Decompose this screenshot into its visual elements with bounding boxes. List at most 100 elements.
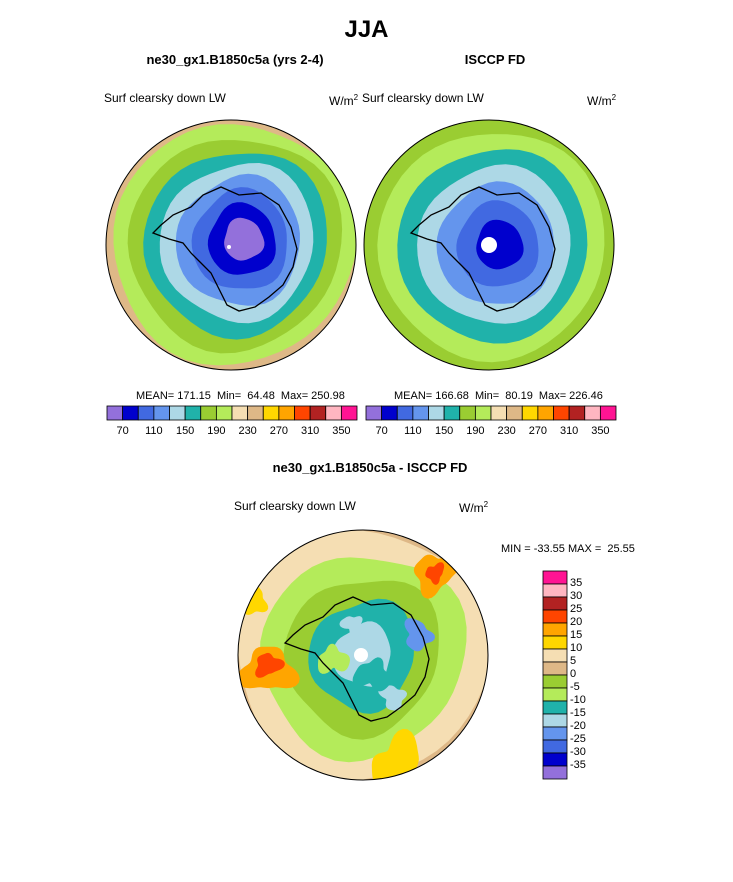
panel-2-polar-map — [363, 119, 615, 371]
colorbar-cell-3 — [412, 405, 429, 421]
panel-1-polar-map — [105, 119, 357, 371]
colorbar-cell-0 — [106, 405, 124, 421]
panel-3-polar-map — [237, 529, 489, 781]
colorbar-tick-label: 350 — [332, 425, 351, 437]
colorbar-cell-3 — [542, 609, 568, 624]
panel-2-variable-label: Surf clearsky down LW — [362, 91, 484, 105]
panel-3-variable-label: Surf clearsky down LW — [234, 499, 356, 513]
colorbar-label: 0 — [570, 668, 577, 680]
colorbar-cell-0 — [365, 405, 383, 421]
colorbar-label: -30 — [570, 746, 586, 758]
anomaly-patch — [404, 618, 435, 652]
colorbar-cell-4 — [428, 405, 445, 421]
colorbar-cell-5 — [184, 405, 202, 421]
colorbar-cell-11 — [542, 713, 568, 728]
figure-title: JJA — [344, 16, 389, 43]
colorbar-tick-label: 350 — [591, 425, 610, 437]
panel-3-min-max: MIN = -33.55 MAX = 25.55 — [501, 543, 635, 555]
map-border — [105, 119, 357, 371]
contour-band-7 — [476, 219, 524, 270]
colorbar-cell-14 — [325, 405, 342, 421]
panel-3-colorbar-labels: 35 30 25 20 15 10 5 0 -5 -10 -15 -20 -25 -30 -35 — [570, 571, 610, 779]
antarctic-coastline — [151, 186, 298, 312]
colorbar-cell-7 — [215, 405, 233, 421]
panel-3-colorbar — [542, 570, 568, 780]
anomaly-patch — [255, 652, 285, 678]
colorbar-cell-11 — [278, 405, 295, 421]
colorbar-cell-6 — [459, 405, 476, 421]
colorbar-cell-12 — [542, 726, 568, 741]
colorbar-label: -10 — [570, 694, 586, 706]
colorbar-label: -5 — [570, 681, 580, 693]
colorbar-cell-12 — [294, 405, 311, 421]
colorbar-tick-label: 270 — [528, 425, 548, 437]
south-pole-marker — [481, 237, 497, 253]
south-pole-marker — [354, 648, 368, 662]
colorbar-cell-8 — [231, 405, 249, 421]
colorbar-tick-label: 270 — [269, 425, 289, 437]
colorbar-cell-3 — [153, 405, 170, 421]
colorbar-cell-8 — [542, 674, 568, 689]
colorbar-cell-10 — [262, 405, 280, 421]
panel-1-units: W/m2 — [329, 93, 359, 108]
colorbar-tick-label: 150 — [175, 425, 195, 437]
colorbar-label: 5 — [570, 655, 577, 667]
colorbar-tick-label: 190 — [466, 425, 485, 437]
panel-1-title: ne30_gx1.B1850c5a (yrs 2-4) — [146, 52, 324, 67]
anomaly-patch — [339, 616, 363, 637]
colorbar-label: -35 — [570, 759, 586, 771]
colorbar-cell-5 — [443, 405, 461, 421]
panel-2-stats: MEAN= 166.68 Min= 80.19 Max= 226.46 — [394, 390, 603, 402]
colorbar-cell-6 — [542, 648, 568, 663]
colorbar-tick-label: 310 — [300, 425, 320, 437]
colorbar-cell-8 — [490, 405, 508, 421]
panel-3-title: ne30_gx1.B1850c5a - ISCCP FD — [272, 460, 468, 475]
colorbar-cell-1 — [542, 583, 568, 598]
colorbar-cell-4 — [169, 405, 186, 421]
colorbar-cell-5 — [542, 635, 568, 650]
antarctic-coastline — [283, 596, 430, 722]
anomaly-patch — [378, 685, 407, 711]
colorbar-cell-9 — [506, 405, 523, 421]
colorbar-cell-2 — [396, 405, 414, 421]
panel-1-colorbar-ticks: 70 110 150 190 230 270 310 350 — [107, 425, 357, 439]
panel-1-stats: MEAN= 171.15 Min= 64.48 Max= 250.98 — [136, 390, 345, 402]
colorbar-label: -20 — [570, 720, 586, 732]
colorbar-tick-label: 230 — [497, 425, 516, 437]
colorbar-cell-6 — [200, 405, 217, 421]
contour-band-9 — [224, 217, 265, 261]
colorbar-cell-7 — [474, 405, 492, 421]
colorbar-cell-15 — [599, 405, 617, 421]
colorbar-cell-13 — [568, 405, 586, 421]
panel-1-variable-label: Surf clearsky down LW — [104, 91, 226, 105]
colorbar-tick-label: 310 — [559, 425, 579, 437]
colorbar-cell-10 — [542, 700, 568, 715]
panel-3-units: W/m2 — [459, 500, 489, 515]
south-pole-marker — [227, 245, 231, 249]
colorbar-tick-label: 110 — [404, 425, 422, 437]
colorbar-cell-9 — [247, 405, 264, 421]
antarctic-coastline — [409, 186, 556, 312]
colorbar-tick-label: 150 — [434, 425, 454, 437]
colorbar-cell-11 — [537, 405, 554, 421]
colorbar-cell-14 — [584, 405, 601, 421]
map-border — [363, 119, 615, 371]
colorbar-cell-1 — [381, 405, 398, 421]
colorbar-label: 25 — [570, 603, 583, 615]
colorbar-label: -15 — [570, 707, 586, 719]
map-border — [237, 529, 489, 781]
colorbar-cell-7 — [542, 661, 568, 676]
colorbar-tick-label: 230 — [238, 425, 257, 437]
colorbar-cell-15 — [542, 765, 568, 780]
colorbar-cell-10 — [521, 405, 539, 421]
colorbar-tick-label: 190 — [207, 425, 226, 437]
colorbar-label: 20 — [570, 616, 583, 628]
colorbar-tick-label: 110 — [145, 425, 163, 437]
colorbar-label: 35 — [570, 577, 583, 589]
colorbar-cell-1 — [122, 405, 139, 421]
panel-2-colorbar — [365, 405, 617, 421]
colorbar-cell-15 — [340, 405, 358, 421]
colorbar-cell-13 — [309, 405, 327, 421]
panel-1-colorbar — [106, 405, 358, 421]
colorbar-label: 15 — [570, 629, 583, 641]
